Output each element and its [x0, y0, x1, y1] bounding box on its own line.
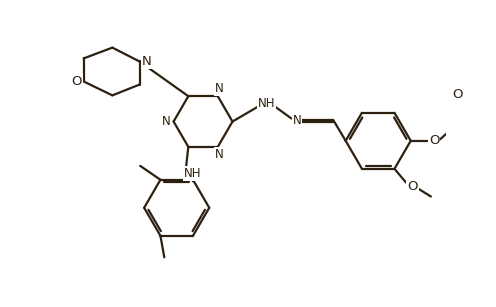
Text: O: O [71, 75, 82, 88]
Text: O: O [452, 88, 462, 101]
Text: N: N [215, 82, 224, 95]
Text: N: N [293, 114, 301, 126]
Text: O: O [429, 134, 439, 147]
Text: NH: NH [184, 167, 202, 180]
Text: N: N [215, 148, 224, 161]
Text: N: N [162, 115, 170, 128]
Text: N: N [141, 55, 151, 68]
Text: NH: NH [258, 97, 275, 110]
Text: O: O [407, 180, 418, 193]
